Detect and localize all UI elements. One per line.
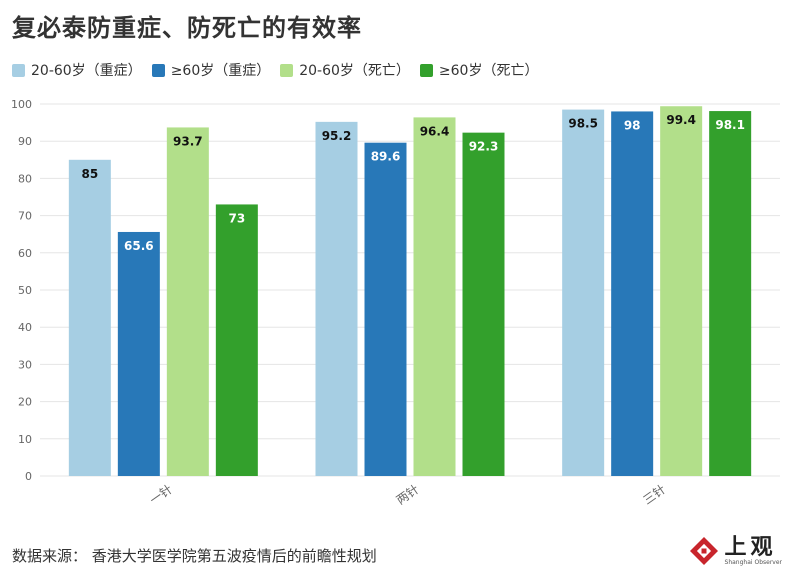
y-tick-label: 20	[18, 396, 32, 409]
x-tick-label: 三针	[640, 481, 668, 507]
bar	[166, 127, 209, 476]
bar-data-label: 98.5	[568, 117, 598, 131]
y-tick-label: 60	[18, 247, 32, 260]
y-tick-label: 40	[18, 321, 32, 334]
y-tick-label: 10	[18, 433, 32, 446]
y-tick-label: 0	[25, 470, 32, 483]
bar	[611, 111, 654, 476]
bar-data-label: 98	[624, 118, 641, 132]
bar	[709, 111, 752, 477]
logo-text-en: Shanghai Observer	[724, 559, 782, 566]
legend-label-series-4: ≥60岁（死亡）	[438, 63, 539, 79]
bar	[660, 106, 703, 477]
bar	[462, 132, 505, 477]
bar-data-label: 99.4	[666, 113, 696, 127]
bar-data-label: 73	[228, 211, 245, 225]
legend-swatch-series-1	[12, 63, 25, 77]
bar-data-label: 93.7	[173, 134, 203, 148]
chart-title: 复必泰防重症、防死亡的有效率	[12, 14, 362, 42]
bar	[364, 142, 407, 477]
legend-label-series-3: 20-60岁（死亡）	[299, 63, 410, 79]
x-tick-label: 一针	[147, 481, 175, 507]
x-tick-label: 两针	[393, 481, 421, 507]
chart-legend: 20-60岁（重症） ≥60岁（重症） 20-60岁（死亡） ≥60岁（死亡）	[12, 58, 548, 82]
legend-swatch-series-4	[419, 63, 433, 77]
legend-swatch-series-3	[280, 63, 294, 77]
legend-item-series-4[interactable]: ≥60岁（死亡）	[419, 60, 539, 80]
legend-item-series-3[interactable]: 20-60岁（死亡）	[280, 60, 410, 80]
bar-data-label: 95.2	[322, 129, 352, 143]
bar-data-label: 96.4	[420, 124, 450, 138]
legend-item-series-1[interactable]: 20-60岁（重症）	[12, 60, 142, 80]
y-tick-label: 100	[11, 98, 32, 111]
bar-data-label: 85	[81, 167, 98, 181]
legend-label-series-2: ≥60岁（重症）	[170, 63, 271, 79]
y-tick-label: 70	[18, 210, 32, 223]
publisher-logo: 上观 Shanghai Observer	[689, 536, 782, 566]
bar-data-label: 89.6	[371, 150, 401, 164]
bar-data-label: 92.3	[469, 140, 499, 154]
bar	[315, 121, 358, 476]
legend-label-series-1: 20-60岁（重症）	[31, 63, 142, 79]
bar-data-label: 65.6	[124, 239, 154, 253]
bar	[68, 159, 111, 477]
bar	[215, 204, 258, 476]
y-tick-label: 30	[18, 358, 32, 371]
legend-swatch-series-2	[151, 63, 165, 77]
bar	[562, 109, 605, 476]
y-tick-label: 90	[18, 135, 32, 148]
data-source-note: 数据来源： 香港大学医学院第五波疫情后的前瞻性规划	[12, 547, 377, 565]
shanghai-observer-logo-icon	[689, 537, 718, 565]
bar	[413, 117, 456, 476]
legend-item-series-2[interactable]: ≥60岁（重症）	[151, 60, 271, 80]
logo-text-cn: 上观	[724, 534, 777, 560]
bar-chart: 0 10 20 30 40 50 60 70 80 90 100 85 65.6 93.7 73 一针 95.2…	[11, 98, 780, 507]
y-tick-label: 80	[18, 172, 32, 185]
y-tick-label: 50	[18, 284, 32, 297]
bar	[117, 231, 160, 476]
bar-data-label: 98.1	[715, 118, 745, 132]
